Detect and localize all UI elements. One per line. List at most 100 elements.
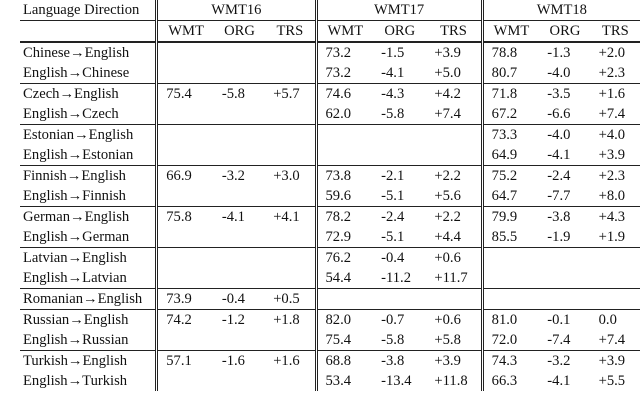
score-cell: 53.4 — [314, 371, 374, 391]
score-cell: 72.9 — [314, 227, 374, 248]
score-cell: 85.5 — [480, 227, 540, 248]
score-cell: +2.0 — [590, 41, 640, 63]
score-cell: +0.6 — [426, 247, 483, 268]
score-cell: 73.2 — [314, 63, 374, 84]
score-cell — [539, 247, 591, 268]
table-row: Romanian→English 73.9 -0.4 +0.5 — [20, 288, 640, 310]
wmt16-wmt-header: WMT — [155, 20, 214, 42]
score-cell — [213, 124, 266, 145]
score-cell: +3.9 — [426, 350, 483, 371]
table-row: English→German 72.9 -5.1 +4.4 85.5 -1.9 +1.9 — [20, 227, 640, 248]
score-cell: -3.8 — [373, 350, 427, 371]
score-cell — [373, 124, 427, 145]
language-direction-cell: English→Russian — [23, 331, 129, 348]
score-cell — [214, 104, 265, 125]
score-cell: -1.6 — [213, 350, 266, 371]
language-direction-cell: Latvian→English — [20, 247, 157, 268]
score-cell: -4.3 — [373, 83, 427, 104]
score-cell: 67.2 — [480, 104, 540, 125]
score-cell — [214, 371, 265, 391]
score-cell: 73.8 — [314, 165, 374, 186]
score-cell: -4.1 — [547, 372, 571, 389]
score-cell: -1.3 — [539, 41, 591, 63]
score-cell: +3.9 — [426, 41, 483, 63]
score-cell: +2.2 — [426, 206, 483, 227]
score-cell — [213, 41, 266, 63]
score-cell: 78.8 — [480, 41, 540, 63]
score-cell — [265, 371, 316, 391]
score-cell: -0.4 — [373, 247, 427, 268]
score-cell: +8.0 — [598, 187, 626, 204]
language-direction-cell: Czech→English — [20, 83, 157, 104]
score-cell: +7.4 — [598, 105, 626, 122]
score-cell: +4.2 — [426, 83, 483, 104]
score-cell: -5.8 — [381, 331, 405, 348]
language-direction-cell: Estonian→English — [20, 124, 157, 145]
score-cell — [480, 247, 540, 268]
language-direction-cell: English→Latvian — [23, 269, 127, 286]
score-cell: +4.0 — [590, 124, 640, 145]
table-row: Chinese→English 73.2 -1.5 +3.9 78.8 -1.3 +2.0 — [20, 41, 640, 63]
score-cell: -4.0 — [539, 124, 591, 145]
wmt16-header: WMT16 — [155, 0, 316, 21]
score-cell: 68.8 — [314, 350, 374, 371]
score-cell — [314, 145, 374, 166]
score-cell — [265, 247, 316, 268]
score-cell — [214, 186, 265, 207]
score-cell: +1.6 — [265, 350, 316, 371]
score-cell: 74.3 — [480, 350, 540, 371]
score-cell — [155, 371, 214, 391]
score-cell — [480, 268, 540, 289]
score-cell: -4.1 — [213, 206, 266, 227]
score-cell: +7.4 — [598, 331, 626, 348]
score-cell: +1.6 — [590, 83, 640, 104]
score-cell: -3.5 — [539, 83, 591, 104]
score-cell: -5.8 — [213, 83, 266, 104]
score-cell — [155, 330, 214, 351]
language-direction-cell: Romanian→English — [20, 288, 157, 310]
score-cell: 66.3 — [480, 371, 540, 391]
score-cell: -7.4 — [547, 331, 571, 348]
score-cell: -4.0 — [547, 64, 571, 81]
group-header-row: Language Direction WMT16 WMT17 WMT18 — [20, 0, 640, 21]
score-cell — [155, 104, 214, 125]
score-cell — [213, 247, 266, 268]
subcolumn-header-row: WMT ORG TRS WMT ORG TRS WMT ORG TRS — [20, 20, 640, 42]
score-cell: 66.9 — [155, 165, 214, 186]
score-cell: +2.3 — [598, 64, 626, 81]
score-cell: -5.1 — [381, 187, 405, 204]
score-cell: -3.8 — [539, 206, 591, 227]
score-cell: -4.1 — [381, 64, 405, 81]
score-cell — [155, 145, 214, 166]
score-cell: -13.4 — [381, 372, 412, 389]
table-row: English→Latvian 54.4 -11.2 +11.7 — [20, 268, 640, 289]
score-cell: 82.0 — [314, 309, 374, 330]
score-cell: +5.0 — [434, 64, 461, 81]
empty-header-cell — [20, 20, 157, 42]
language-direction-cell: English→German — [23, 228, 130, 245]
score-cell: 74.2 — [155, 309, 214, 330]
score-cell: 62.0 — [314, 104, 374, 125]
language-direction-cell: English→Estonian — [23, 146, 134, 163]
score-cell — [265, 186, 316, 207]
score-cell: 72.0 — [480, 330, 540, 351]
score-cell — [373, 288, 427, 310]
score-cell: +5.8 — [434, 331, 461, 348]
score-cell — [265, 63, 316, 84]
score-cell — [314, 288, 374, 310]
score-cell: 80.7 — [480, 63, 540, 84]
language-direction-cell: German→English — [20, 206, 157, 227]
score-cell — [265, 104, 316, 125]
score-cell — [426, 288, 483, 310]
score-cell: -6.6 — [547, 105, 571, 122]
language-direction-cell: Russian→English — [20, 309, 157, 330]
score-cell: +4.4 — [434, 228, 461, 245]
score-cell — [265, 268, 316, 289]
wmt17-trs-header: TRS — [426, 20, 483, 42]
score-cell — [155, 186, 214, 207]
score-cell: 75.4 — [155, 83, 214, 104]
score-cell: -5.8 — [381, 105, 405, 122]
score-cell: 0.0 — [590, 309, 640, 330]
score-cell: -2.4 — [539, 165, 591, 186]
score-cell — [265, 227, 316, 248]
